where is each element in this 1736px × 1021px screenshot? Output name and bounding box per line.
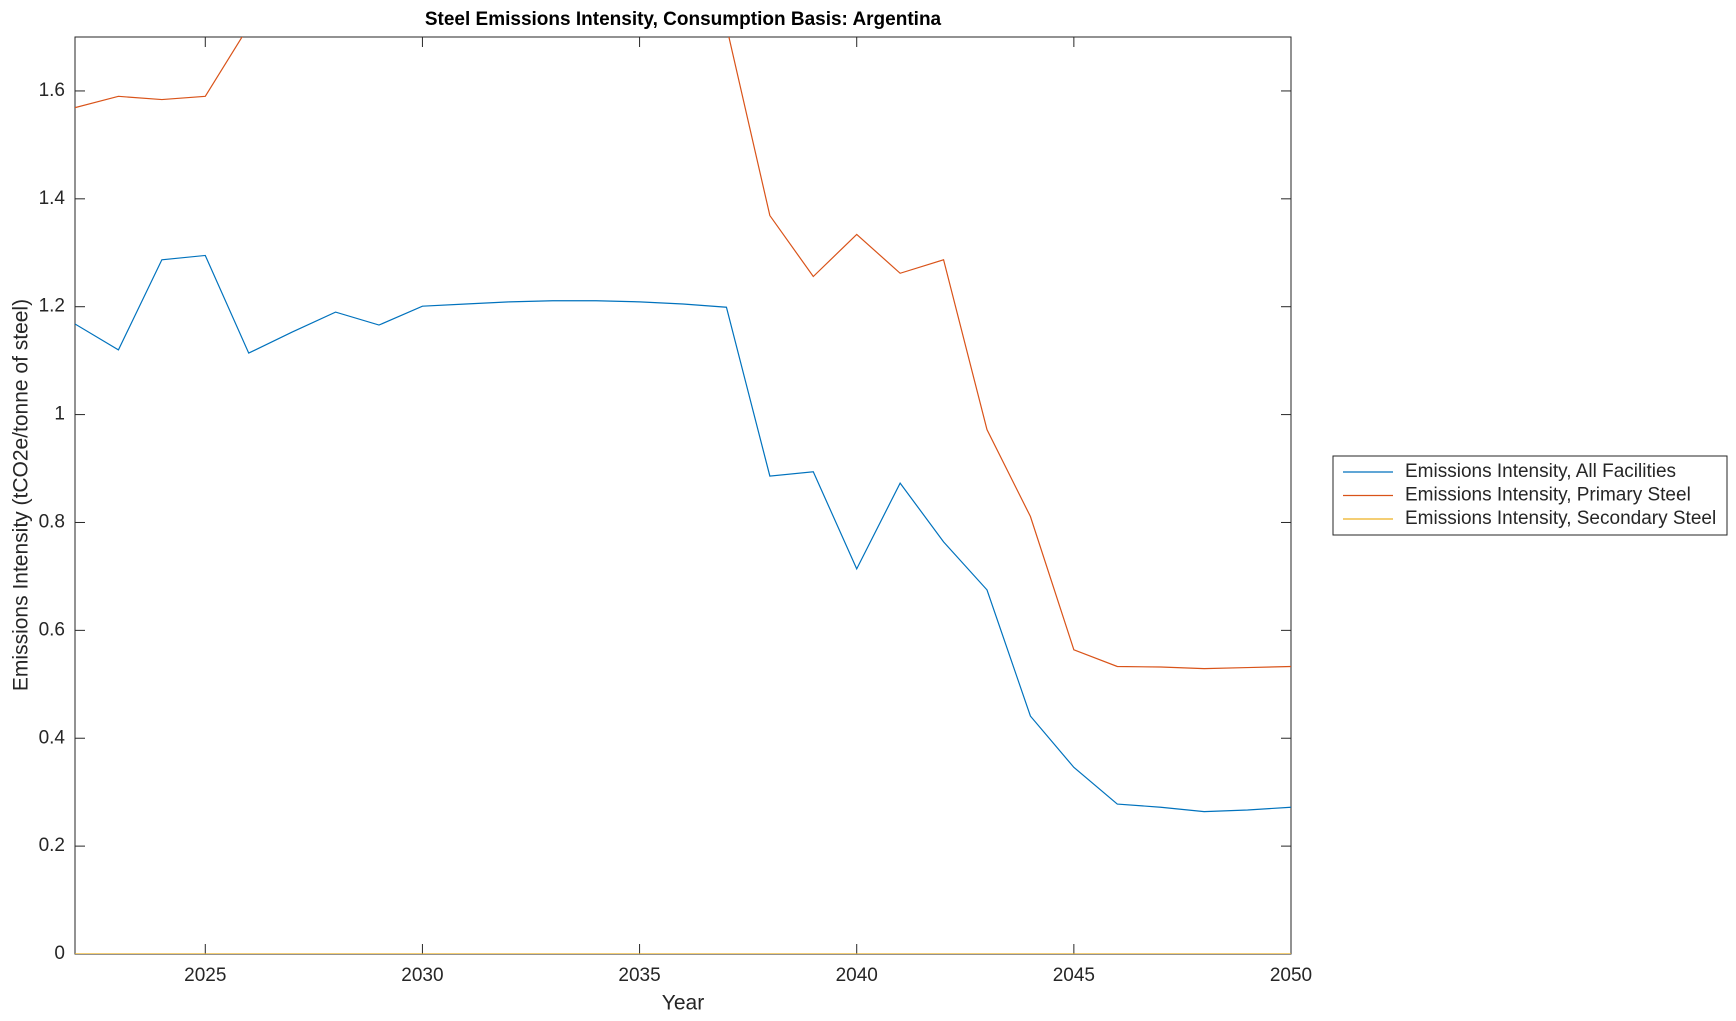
y-tick-label: 0: [54, 943, 65, 964]
chart-title: Steel Emissions Intensity, Consumption B…: [425, 9, 942, 30]
series-line: [75, 37, 1291, 670]
y-tick-label: 1: [54, 404, 65, 425]
y-tick-label: 1.6: [39, 80, 65, 101]
y-axis-label: Emissions Intensity (tCO2e/tonne of stee…: [10, 299, 33, 691]
y-tick-label: 1.4: [39, 188, 66, 209]
legend-box: [1332, 455, 1728, 536]
legend-label: Emissions Intensity, Primary Steel: [1405, 485, 1691, 506]
x-axis-label: Year: [662, 992, 704, 1015]
y-tick-label: 0.2: [39, 835, 65, 856]
x-tick-label: 2035: [618, 965, 660, 986]
x-tick-label: 2040: [836, 965, 878, 986]
x-tick-label: 2030: [401, 965, 443, 986]
y-tick-label: 0.8: [39, 511, 65, 532]
x-tick-label: 2050: [1270, 965, 1312, 986]
x-tick-label: 2025: [184, 965, 226, 986]
y-tick-label: 0.4: [39, 727, 66, 748]
legend-label: Emissions Intensity, All Facilities: [1405, 461, 1676, 482]
plot-area: [74, 36, 1292, 955]
series-line: [75, 254, 1291, 813]
y-tick-label: 1.2: [39, 296, 65, 317]
legend-label: Emissions Intensity, Secondary Steel: [1405, 508, 1716, 529]
y-tick-label: 0.6: [39, 619, 65, 640]
x-tick-label: 2045: [1053, 965, 1095, 986]
